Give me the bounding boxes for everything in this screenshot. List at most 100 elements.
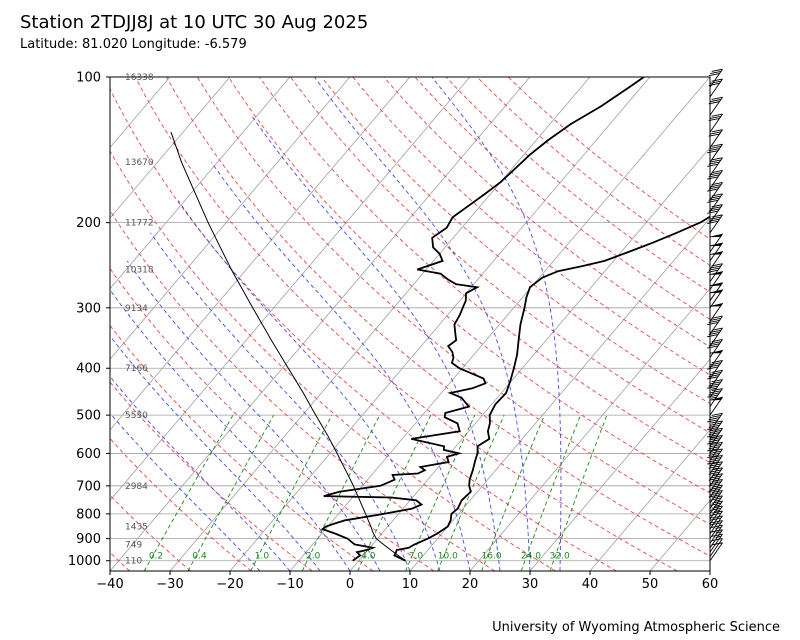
wind-barb-feather — [710, 131, 722, 135]
dry-adiabat-line — [476, 77, 710, 266]
wind-barb-feather — [708, 383, 720, 387]
wind-barb — [709, 524, 723, 544]
wind-barb-feather — [710, 512, 722, 516]
wind-barb-feather — [707, 385, 719, 389]
wind-barb — [709, 515, 723, 535]
wind-barb — [707, 327, 723, 347]
wind-barb-staff — [709, 495, 723, 515]
wind-barb-feather — [708, 417, 720, 421]
isotherm-line — [0, 77, 50, 571]
wind-barb-staff — [709, 97, 723, 116]
wind-barb-feather — [715, 531, 722, 534]
wind-barb-staff — [709, 515, 723, 535]
wind-barb-staff — [709, 533, 723, 553]
dry-adiabat-line — [110, 381, 313, 571]
wind-barb-feather — [708, 148, 720, 152]
wind-barb-feather — [711, 78, 723, 82]
dry-adiabat-line — [110, 437, 252, 571]
wind-barb-feather — [711, 542, 723, 546]
isotherm-line — [110, 77, 231, 219]
wind-barb-feather — [708, 133, 720, 137]
wind-barb-feather — [708, 364, 720, 368]
wind-barb-feather — [707, 394, 719, 398]
wind-barb-feather — [708, 101, 720, 105]
chart-subtitle: Latitude: 81.020 Longitude: -6.579 — [20, 37, 247, 52]
y-axis-tick-label: 300 — [76, 301, 101, 316]
dry-adiabat-line — [110, 209, 495, 571]
wind-barb-staff — [709, 193, 723, 213]
height-label: 110 — [125, 557, 142, 567]
wind-barb-feather — [710, 216, 722, 220]
wind-barb-staff — [709, 370, 723, 389]
wind-barb-feather — [710, 415, 722, 419]
wind-barb-feather — [707, 220, 719, 224]
dry-adiabat-line — [134, 77, 678, 571]
sounding-traces — [170, 77, 710, 562]
wind-barb-staff — [709, 251, 723, 270]
mixing-ratio-line — [301, 414, 381, 571]
wind-barb — [707, 263, 723, 283]
height-label: 10318 — [125, 266, 154, 276]
moist-adiabat-line — [314, 77, 531, 571]
wind-barb-feather — [710, 390, 722, 394]
x-axis-tick-label: −20 — [216, 577, 243, 592]
wind-barb-feather — [710, 329, 722, 333]
axes: −40 −30 −20 −10 0 10 20 30 40 50 60 100 200 300 400 500… — [68, 71, 718, 593]
wind-barb-staff — [709, 349, 723, 369]
wind-barb — [707, 170, 723, 189]
dry-adiabat-line — [507, 77, 710, 240]
wind-barb-feather — [711, 387, 717, 390]
wind-barb-staff — [709, 129, 723, 148]
wind-barb — [707, 412, 723, 432]
wind-barb-pennant — [709, 242, 724, 247]
wind-barb-feather — [711, 412, 723, 416]
dry-adiabat-line — [383, 77, 710, 348]
wind-barb-feather — [708, 82, 720, 86]
wind-barb-staff — [709, 157, 723, 176]
wind-barb-feather — [711, 520, 723, 524]
height-label: 7166 — [125, 364, 148, 374]
dry-adiabat-line — [352, 77, 710, 376]
wind-barb-feather — [711, 396, 717, 399]
wind-barb-staff — [709, 78, 723, 98]
wind-barb-feather — [707, 419, 719, 423]
wind-barb-feather — [708, 117, 720, 122]
wind-barb — [709, 510, 723, 530]
wind-barb-feather — [711, 436, 717, 439]
y-axis-tick-label: 700 — [76, 479, 101, 494]
wind-barb-staff — [709, 289, 723, 309]
moist-adiabat-line — [150, 232, 411, 571]
moist-adiabat-line — [110, 335, 321, 571]
wind-barb-staff — [709, 448, 723, 468]
wind-barb — [707, 214, 723, 234]
isotherm-line — [709, 570, 710, 571]
wind-barb-pennant — [709, 282, 724, 286]
isotherm-line — [589, 429, 710, 571]
dry-adiabat-line — [228, 77, 710, 494]
y-axis-tick-label: 1000 — [68, 554, 101, 569]
moist-adiabat-line — [110, 289, 351, 571]
isotherm-line — [110, 77, 531, 571]
wind-barb-staff — [709, 214, 723, 234]
wind-barb-staff — [709, 484, 723, 504]
x-axis-tick-label: −30 — [156, 577, 183, 592]
wind-barb — [707, 193, 723, 213]
wind-barb — [709, 529, 723, 549]
isotherm-line — [110, 77, 351, 360]
wind-barb — [708, 129, 723, 148]
wind-barb-staff — [709, 461, 723, 480]
annotations: 0.2 0.4 1.0 2.0 4.0 7.0 10.0 16.0 24.0 32.0 16338 1… — [125, 73, 570, 567]
wind-barb-feather — [710, 422, 722, 426]
mixing-ratio-label: 10.0 — [438, 552, 458, 562]
wind-barb-pennant — [709, 233, 724, 238]
wind-barb-staff — [709, 282, 723, 301]
wind-barb-staff — [709, 113, 723, 133]
wind-barb-feather — [707, 334, 719, 338]
wind-barb-feather — [708, 424, 720, 428]
wind-barb-feather — [707, 150, 719, 154]
wind-barb-feather — [707, 366, 719, 370]
wind-barb-feather — [708, 161, 720, 165]
wind-barb-feather — [711, 524, 723, 528]
wind-barb-feather — [708, 392, 720, 396]
wind-barb-feather — [710, 317, 722, 321]
